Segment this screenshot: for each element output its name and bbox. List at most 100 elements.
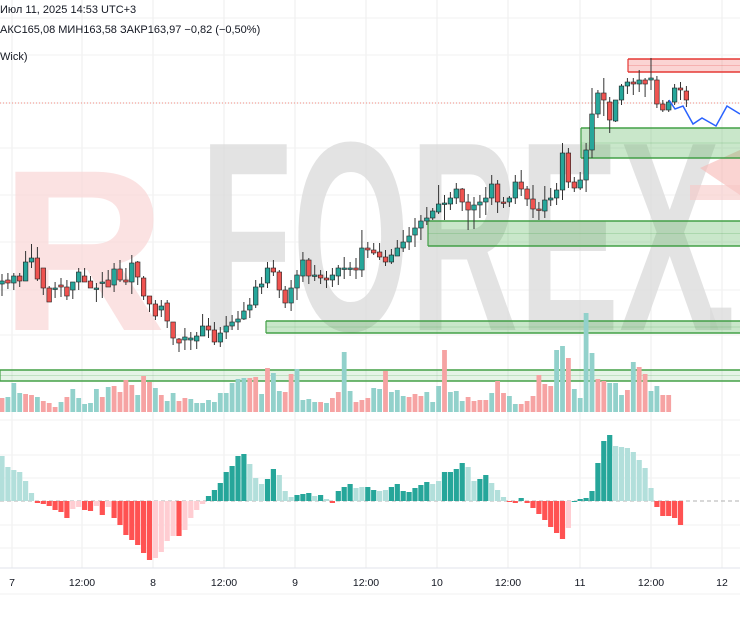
- macd-bar: [559, 501, 566, 539]
- candle-up: [247, 304, 253, 311]
- volume-bar: [542, 384, 548, 412]
- candle-down: [376, 251, 383, 258]
- volume-bar: [566, 358, 571, 412]
- volume-bar: [117, 392, 123, 412]
- macd-bar: [677, 501, 684, 525]
- volume-bar: [636, 367, 642, 412]
- candle-down: [5, 279, 11, 284]
- macd-bar: [601, 441, 607, 501]
- volume-bar: [359, 400, 365, 412]
- macd-bar: [672, 501, 678, 518]
- volume-bar: [383, 371, 388, 412]
- volume-bar: [524, 401, 530, 412]
- volume-bar: [371, 388, 377, 412]
- macd-bar: [235, 456, 241, 501]
- volume-bar: [619, 395, 624, 412]
- candle-down: [117, 268, 123, 281]
- volume-bar: [23, 394, 28, 412]
- macd-bar: [17, 472, 23, 501]
- time-axis-label: 8: [150, 577, 156, 589]
- candle-down: [205, 325, 212, 331]
- candle-down: [518, 181, 524, 190]
- volume-bar: [495, 381, 500, 412]
- volume-bar: [88, 403, 93, 412]
- macd-bar: [129, 501, 135, 540]
- volume-bar: [259, 394, 264, 412]
- volume-bar: [324, 403, 329, 412]
- macd-bar: [613, 446, 619, 501]
- macd-bar: [170, 501, 176, 536]
- candle-down: [87, 280, 94, 289]
- volume-bar: [471, 401, 477, 412]
- macd-bar: [241, 454, 247, 501]
- macd-bar: [636, 460, 642, 501]
- macd-bar: [583, 498, 589, 501]
- macd-bar: [259, 484, 265, 501]
- volume-bar: [11, 383, 17, 412]
- candle-up: [583, 149, 589, 181]
- volume-bar: [660, 395, 666, 412]
- time-axis-label: 11: [574, 577, 586, 589]
- volume-bar: [147, 382, 152, 412]
- volume-bar: [200, 403, 205, 412]
- candle-up: [435, 203, 442, 213]
- volume-bar: [595, 379, 601, 412]
- candle-down: [135, 261, 141, 278]
- datetime-label: Июл 11, 2025 14:53 UTC+3: [0, 4, 137, 16]
- macd-bar: [382, 490, 389, 501]
- volume-bar: [82, 404, 87, 412]
- candle-up: [430, 210, 436, 219]
- volume-bar: [406, 397, 412, 412]
- macd-bar: [152, 501, 158, 558]
- candle-down: [601, 92, 607, 101]
- watermark-r: R: [0, 122, 166, 379]
- candle-down: [105, 279, 111, 288]
- macd-bar: [52, 501, 58, 510]
- candle-up: [217, 332, 223, 343]
- candle-up: [194, 335, 200, 342]
- volume-bar: [253, 377, 259, 412]
- demand-zone: [0, 370, 740, 381]
- candle-up: [300, 259, 306, 277]
- candle-down: [524, 188, 530, 200]
- volume-bar: [17, 393, 23, 412]
- candle-up: [636, 79, 642, 85]
- volume-bar: [330, 398, 335, 412]
- volume-bar: [518, 404, 524, 412]
- macd-bar: [371, 490, 377, 501]
- candle-up: [335, 267, 341, 277]
- candle-down: [164, 302, 170, 322]
- candle-up: [406, 235, 412, 243]
- macd-bar: [607, 435, 613, 501]
- macd-bar: [264, 479, 271, 501]
- candle-down: [459, 188, 465, 203]
- volume-bar: [46, 403, 52, 412]
- candle-down: [82, 275, 88, 283]
- volume-bar: [5, 397, 11, 412]
- macd-bar: [595, 463, 601, 501]
- macd-bar: [571, 501, 577, 502]
- macd-bar: [123, 501, 129, 535]
- candle-up: [111, 268, 117, 286]
- volume-bar: [241, 378, 247, 412]
- volume-bar: [353, 402, 359, 412]
- volume-bar: [111, 386, 117, 412]
- time-axis-label: 12: [716, 577, 728, 589]
- candle-down: [571, 181, 577, 189]
- volume-bar: [129, 385, 135, 412]
- volume-bar: [424, 392, 430, 412]
- volume-bar: [271, 373, 276, 412]
- volume-bar: [335, 392, 341, 412]
- macd-bar: [318, 495, 324, 501]
- macd-bar: [459, 463, 465, 501]
- volume-bar: [29, 395, 34, 412]
- time-axis-label: 12:00: [210, 577, 238, 589]
- time-axis-label: 9: [292, 577, 298, 589]
- volume-bar: [294, 369, 300, 412]
- macd-bar: [70, 501, 76, 509]
- candle-down: [565, 152, 571, 183]
- candle-up: [424, 217, 430, 222]
- candle-down: [630, 81, 636, 85]
- candle-up: [577, 179, 583, 189]
